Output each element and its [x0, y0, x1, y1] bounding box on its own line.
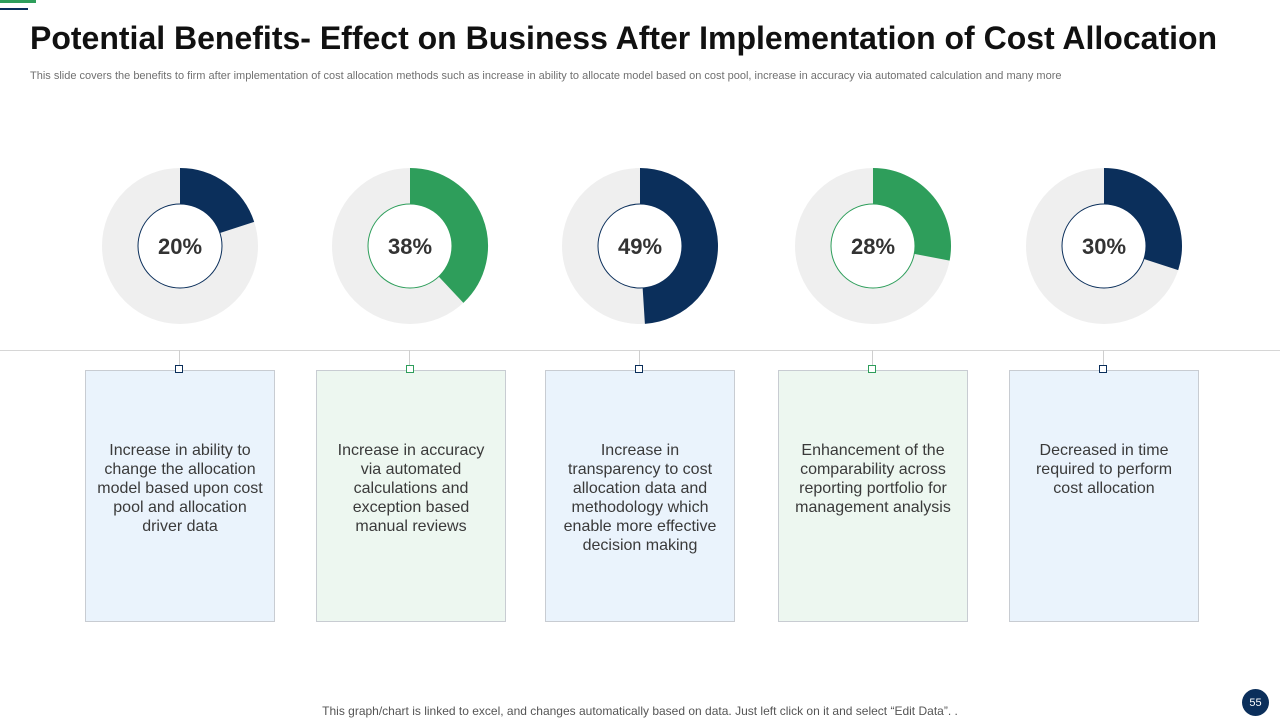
- title-accent-bar: [0, 0, 36, 3]
- connector-line: [872, 350, 873, 365]
- slide-subtitle: This slide covers the benefits to firm a…: [30, 70, 1062, 82]
- donut-percent-label: 49%: [618, 234, 662, 259]
- card-marker: [1099, 365, 1107, 373]
- donut-chart-3[interactable]: 49%: [560, 166, 720, 326]
- card-marker: [635, 365, 643, 373]
- benefit-card-5: Decreased in time required to perform co…: [1009, 370, 1199, 622]
- donut-chart-1[interactable]: 20%: [100, 166, 260, 326]
- card-marker: [406, 365, 414, 373]
- benefit-card-1: Increase in ability to change the alloca…: [85, 370, 275, 622]
- donut-value-arc: [1103, 168, 1182, 271]
- donut-value-arc: [179, 168, 255, 234]
- donut-chart-4[interactable]: 28%: [793, 166, 953, 326]
- connector-line: [179, 350, 180, 365]
- connector-line: [639, 350, 640, 365]
- card-marker: [175, 365, 183, 373]
- donut-percent-label: 38%: [388, 234, 432, 259]
- donut-chart-5[interactable]: 30%: [1024, 166, 1184, 326]
- donut-inner-ring: [597, 203, 683, 289]
- donut-percent-label: 30%: [1082, 234, 1126, 259]
- benefit-card-4: Enhancement of the comparability across …: [778, 370, 968, 622]
- donut-inner-ring: [1061, 203, 1147, 289]
- benefit-text: Increase in accuracy via automated calcu…: [337, 442, 485, 535]
- benefit-card-2: Increase in accuracy via automated calcu…: [316, 370, 506, 622]
- donut-chart-2[interactable]: 38%: [330, 166, 490, 326]
- donut-inner-ring: [137, 203, 223, 289]
- donut-inner-ring: [367, 203, 453, 289]
- title-accent-bar-secondary: [0, 8, 28, 10]
- connector-line: [409, 350, 410, 365]
- benefit-text: Decreased in time required to perform co…: [1035, 442, 1173, 497]
- footer-note: This graph/chart is linked to excel, and…: [322, 704, 958, 718]
- benefit-card-3: Increase in transparency to cost allocat…: [545, 370, 735, 622]
- donut-value-arc: [409, 168, 488, 303]
- donut-value-arc: [639, 168, 718, 324]
- card-marker: [868, 365, 876, 373]
- donut-percent-label: 28%: [851, 234, 895, 259]
- benefit-text: Enhancement of the comparability across …: [795, 442, 951, 516]
- benefit-text: Increase in transparency to cost allocat…: [563, 442, 717, 554]
- slide-title: Potential Benefits- Effect on Business A…: [30, 20, 1218, 56]
- donut-inner-ring: [830, 203, 916, 289]
- donut-value-arc: [872, 168, 951, 261]
- benefit-text: Increase in ability to change the alloca…: [97, 442, 263, 535]
- connector-line: [1103, 350, 1104, 365]
- donut-percent-label: 20%: [158, 234, 202, 259]
- page-number-badge: 55: [1242, 689, 1269, 716]
- timeline-divider: [0, 350, 1280, 351]
